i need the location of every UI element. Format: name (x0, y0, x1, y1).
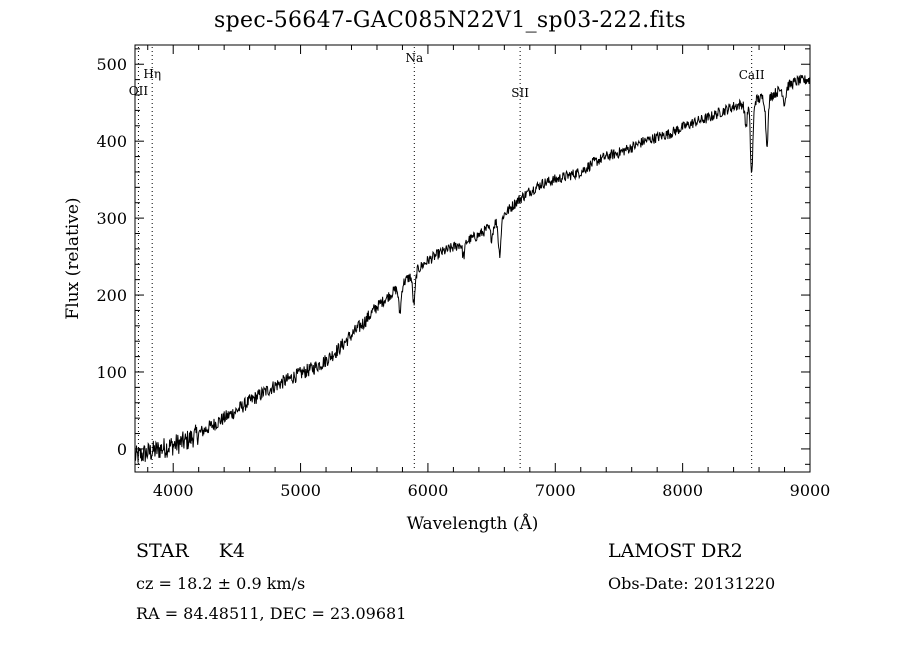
observation-date: Obs-Date: 20131220 (608, 574, 776, 593)
line-marker-label: SII (511, 86, 529, 100)
y-tick-label: 300 (96, 209, 127, 228)
x-tick-label: 7000 (535, 481, 576, 500)
y-tick-label: 500 (96, 55, 127, 74)
x-tick-label: 5000 (280, 481, 321, 500)
line-marker-label: OII (129, 84, 149, 98)
survey-name: LAMOST DR2 (608, 540, 743, 562)
y-axis-label: Flux (relative) (63, 197, 83, 319)
plot-frame (134, 44, 811, 473)
x-tick-label: 8000 (662, 481, 703, 500)
chart-title: spec-56647-GAC085N22V1_sp03-222.fits (214, 8, 686, 33)
y-tick-label: 0 (117, 440, 127, 459)
y-tick-label: 200 (96, 286, 127, 305)
line-marker-label: Hη (143, 67, 161, 81)
spectrum-chart: OII Hη Na SII CaII 4000 5000 6000 7000 8000 9000 0… (63, 44, 831, 534)
x-axis-label: Wavelength (Å) (407, 513, 539, 534)
class-label: STAR (136, 540, 189, 562)
subclass-label: K4 (218, 540, 245, 562)
line-marker-label: CaII (739, 68, 765, 82)
line-marker-label: Na (405, 51, 423, 65)
x-tick-label: 4000 (153, 481, 194, 500)
object-class: STAR K4 (136, 540, 245, 562)
y-tick-label: 100 (96, 363, 127, 382)
redshift-velocity: cz = 18.2 ± 0.9 km/s (136, 574, 306, 593)
x-tick-label: 9000 (790, 481, 831, 500)
sky-coordinates: RA = 84.48511, DEC = 23.09681 (136, 604, 407, 623)
y-tick-label: 400 (96, 132, 127, 151)
x-tick-label: 6000 (408, 481, 449, 500)
spectrum-line (134, 74, 811, 463)
